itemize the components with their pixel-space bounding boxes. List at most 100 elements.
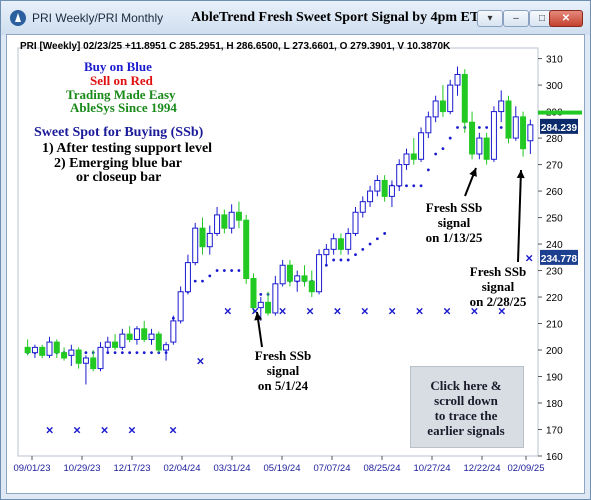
- candle-body: [104, 341, 111, 348]
- candle-body: [265, 301, 272, 314]
- candle-body: [199, 227, 206, 248]
- candle-body: [90, 357, 97, 370]
- stop-dot: [193, 279, 197, 283]
- stop-dot: [237, 269, 241, 272]
- signal-x-mark: ×: [334, 303, 342, 318]
- stop-dot: [222, 269, 226, 272]
- x-tick-label: 02/04/24: [164, 463, 201, 474]
- stop-dot: [419, 184, 423, 188]
- stop-dot: [142, 351, 146, 355]
- candle-body: [403, 153, 410, 166]
- last-price-tag-bg: [540, 118, 578, 134]
- legend-buy: Buy on Blue: [84, 59, 152, 74]
- signal-x-mark: ×: [525, 250, 533, 265]
- candle-body: [308, 280, 315, 293]
- y-tick-label: 220: [546, 293, 563, 304]
- signal-x-mark: ×: [128, 423, 136, 438]
- stop-dot: [405, 184, 408, 188]
- candle-body: [235, 211, 242, 221]
- candle-body: [141, 328, 148, 340]
- candle-body: [425, 116, 432, 134]
- chevron-down-icon[interactable]: ▾: [477, 10, 503, 27]
- stop-dot: [150, 351, 153, 355]
- stop-dot: [499, 126, 503, 129]
- stop-dot: [434, 152, 438, 156]
- candle-body: [112, 341, 119, 348]
- candle-body: [155, 333, 162, 351]
- candle-body: [359, 201, 366, 213]
- candle-body: [82, 357, 89, 364]
- scroll-hint-box[interactable]: [410, 366, 524, 448]
- minimize-button[interactable]: –: [503, 10, 529, 27]
- candle-body: [243, 219, 250, 279]
- candle-body: [163, 344, 170, 351]
- stop-dot: [230, 269, 234, 272]
- stop-dot: [128, 351, 132, 355]
- candle-body: [432, 100, 439, 118]
- candle-body: [469, 121, 476, 155]
- candle-body: [498, 100, 505, 113]
- candle-body: [279, 264, 286, 285]
- plot-border: [17, 47, 539, 457]
- app-icon: [10, 10, 26, 26]
- candle-body: [330, 238, 337, 250]
- candle-body: [505, 100, 512, 139]
- y-tick-label: 190: [546, 373, 563, 384]
- signal-x-mark: ×: [471, 303, 479, 318]
- candle-body: [476, 137, 483, 155]
- stop-dot: [346, 258, 350, 262]
- sweet-spot-line2: 2) Emerging blue bar: [54, 156, 182, 171]
- signal-x-mark: ×: [416, 303, 424, 318]
- annotation-fresh-ssb-1-13-25: Fresh SSb signal on 1/13/25: [425, 200, 483, 245]
- signal-x-mark: ×: [498, 303, 506, 318]
- legend-sell: Sell on Red: [90, 73, 153, 88]
- candle-body: [119, 333, 126, 348]
- sweet-spot-heading: Sweet Spot for Buying (SSb): [34, 125, 204, 140]
- y-tick-label: 280: [546, 134, 563, 145]
- x-tick-label: 10/27/24: [414, 463, 451, 474]
- close-button[interactable]: ✕: [549, 10, 583, 27]
- candle-body: [374, 179, 381, 192]
- candle-body: [447, 84, 454, 113]
- y-tick-label: 310: [546, 55, 563, 66]
- legend-since: AbleSys Since 1994: [70, 100, 177, 115]
- candle-body: [388, 185, 395, 197]
- candle-body: [396, 164, 403, 187]
- y-tick-label: 300: [546, 81, 563, 92]
- candle-body: [345, 232, 352, 250]
- candle-body: [418, 132, 425, 160]
- y-tick-label: 200: [546, 346, 563, 357]
- last-price-tag: 284.239: [541, 123, 578, 134]
- x-tick-label: 08/25/24: [364, 463, 401, 474]
- stop-dot: [84, 351, 88, 355]
- stop-dot: [332, 258, 336, 262]
- stop-dot: [375, 237, 379, 241]
- candle-body: [192, 227, 199, 264]
- stop-dot: [368, 242, 372, 246]
- stop-dot: [120, 351, 124, 355]
- x-tick-label: 10/29/23: [64, 463, 101, 474]
- x-tick-label: 02/09/25: [508, 463, 545, 474]
- arrow-5-1-24-head: [254, 312, 263, 321]
- candle-body: [221, 214, 228, 229]
- candle-body: [177, 291, 184, 322]
- signal-x-mark: ×: [306, 303, 314, 318]
- candle-body: [214, 214, 221, 234]
- signal-x-mark: ×: [443, 303, 451, 318]
- signal-x-mark: ×: [73, 423, 81, 438]
- candle-body: [301, 275, 308, 282]
- candle-body: [126, 333, 133, 340]
- y-tick-label: 180: [546, 399, 563, 410]
- candle-body: [31, 346, 38, 354]
- candle-body: [46, 341, 53, 356]
- stop-dot: [208, 274, 212, 278]
- candle-body: [24, 346, 31, 354]
- stop-dot: [485, 126, 489, 129]
- x-tick-label: 03/31/24: [214, 463, 251, 474]
- candle-body: [61, 352, 68, 359]
- stop-dot: [448, 136, 452, 140]
- scroll-hint-text[interactable]: Click here & scroll down to trace the ea…: [427, 378, 505, 438]
- stop-price-tag-bg: [540, 249, 578, 265]
- stop-dot: [383, 232, 387, 235]
- candle-body: [439, 100, 446, 113]
